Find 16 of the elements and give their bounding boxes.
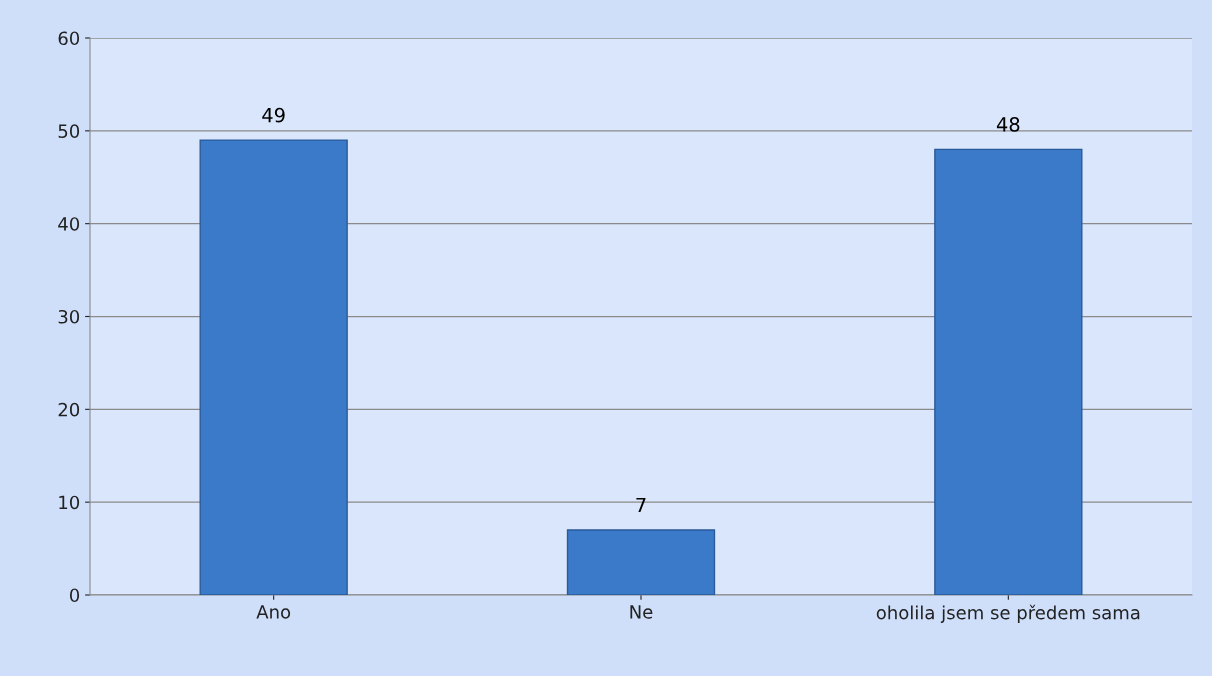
x-tick-label: Ano [256,605,291,619]
bar [199,139,348,595]
data-label: 7 [636,497,646,513]
x-tick-label: Ne [630,605,653,619]
data-label: 49 [262,107,285,123]
y-tick-label: 60 [58,31,80,46]
y-tick-label: 10 [59,495,80,510]
y-tick-label: 40 [58,217,80,231]
y-tick-label: 20 [58,402,80,417]
y-tick-label: 50 [58,124,80,138]
bar [566,529,716,595]
data-label: 48 [996,117,1020,132]
y-tick-label: 0 [69,588,80,603]
y-tick-label: 30 [58,309,80,324]
x-tick-label: oholila jsem se předem sama [876,604,1140,623]
bar [934,148,1083,595]
